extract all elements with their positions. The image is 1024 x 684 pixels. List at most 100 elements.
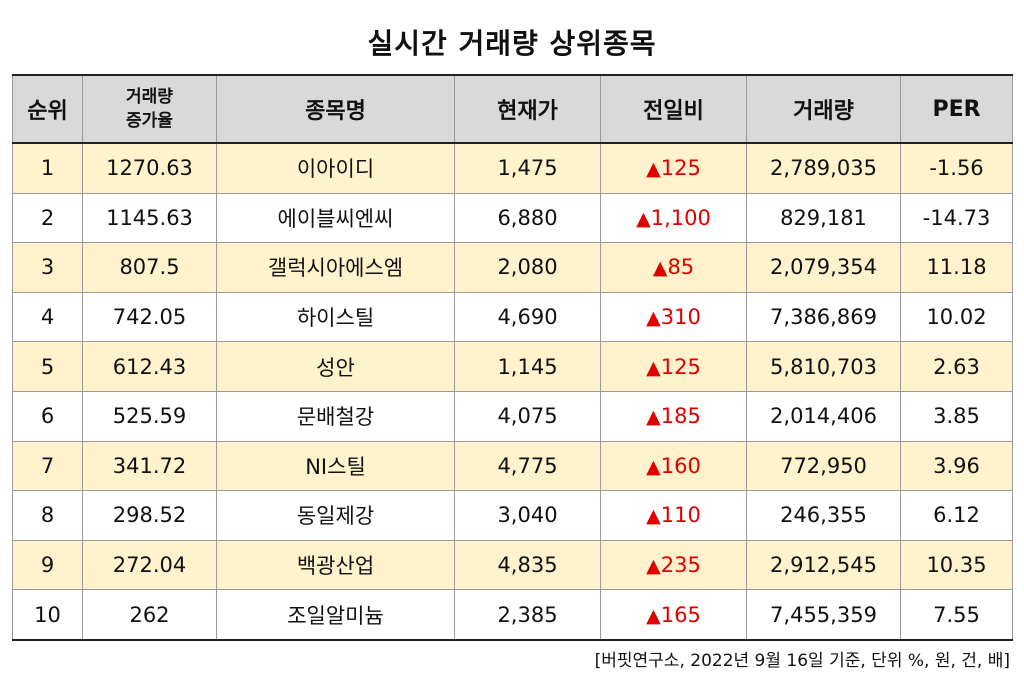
column-header-price: 현재가 bbox=[454, 74, 601, 144]
volume-increase-cell: 807.5 bbox=[82, 242, 217, 293]
up-triangle-icon: ▲ bbox=[646, 158, 661, 181]
stock-name-cell: 하이스틸 bbox=[216, 292, 455, 343]
change-value: 165 bbox=[660, 602, 701, 627]
per-cell: 11.18 bbox=[900, 242, 1013, 293]
ranking-table: 순위 거래량 증가율 종목명 현재가 전일비 거래량 PER 1 1270.63 이… bbox=[12, 74, 1013, 641]
change-cell: ▲235 bbox=[600, 540, 747, 591]
table-row: 3 807.5 갤럭시아에스엠 2,080 ▲85 2,079,354 11.18 bbox=[12, 242, 1013, 293]
volume-cell: 2,789,035 bbox=[746, 143, 901, 194]
table-row: 7 341.72 NI스틸 4,775 ▲160 772,950 3.96 bbox=[12, 441, 1013, 492]
change-value: 160 bbox=[660, 453, 701, 478]
column-header-volume-increase-line2: 증가율 bbox=[126, 111, 173, 131]
per-cell: 3.96 bbox=[900, 441, 1013, 492]
volume-increase-cell: 612.43 bbox=[82, 341, 217, 392]
volume-cell: 2,912,545 bbox=[746, 540, 901, 591]
table-row: 8 298.52 동일제강 3,040 ▲110 246,355 6.12 bbox=[12, 490, 1013, 541]
price-cell: 4,835 bbox=[454, 540, 601, 591]
header-row: 순위 거래량 증가율 종목명 현재가 전일비 거래량 PER bbox=[12, 74, 1013, 144]
volume-cell: 5,810,703 bbox=[746, 341, 901, 392]
column-header-name: 종목명 bbox=[216, 74, 455, 144]
change-value: 125 bbox=[660, 156, 701, 181]
table-row: 4 742.05 하이스틸 4,690 ▲310 7,386,869 10.02 bbox=[12, 292, 1013, 343]
stock-name-cell: 이아이디 bbox=[216, 143, 455, 194]
rank-cell: 9 bbox=[12, 540, 83, 591]
rank-cell: 10 bbox=[12, 589, 83, 641]
volume-increase-cell: 298.52 bbox=[82, 490, 217, 541]
change-value: 110 bbox=[660, 503, 701, 528]
column-header-per: PER bbox=[900, 74, 1013, 144]
stock-name-cell: 에이블씨엔씨 bbox=[216, 193, 455, 244]
up-triangle-icon: ▲ bbox=[646, 356, 661, 379]
price-cell: 4,075 bbox=[454, 391, 601, 442]
change-cell: ▲310 bbox=[600, 292, 747, 343]
change-value: 1,100 bbox=[650, 205, 711, 230]
column-header-change: 전일비 bbox=[600, 74, 747, 144]
change-cell: ▲1,100 bbox=[600, 193, 747, 244]
up-triangle-icon: ▲ bbox=[646, 505, 661, 528]
change-cell: ▲125 bbox=[600, 341, 747, 392]
volume-cell: 7,455,359 bbox=[746, 589, 901, 641]
volume-increase-cell: 341.72 bbox=[82, 441, 217, 492]
column-header-rank: 순위 bbox=[12, 74, 83, 144]
rank-cell: 2 bbox=[12, 193, 83, 244]
table-row: 5 612.43 성안 1,145 ▲125 5,810,703 2.63 bbox=[12, 341, 1013, 392]
volume-increase-cell: 262 bbox=[82, 589, 217, 641]
volume-cell: 2,079,354 bbox=[746, 242, 901, 293]
stock-name-cell: 갤럭시아에스엠 bbox=[216, 242, 455, 293]
stock-name-cell: 동일제강 bbox=[216, 490, 455, 541]
up-triangle-icon: ▲ bbox=[646, 604, 661, 627]
price-cell: 2,080 bbox=[454, 242, 601, 293]
stock-name-cell: NI스틸 bbox=[216, 441, 455, 492]
column-header-volume: 거래량 bbox=[746, 74, 901, 144]
up-triangle-icon: ▲ bbox=[646, 406, 661, 429]
price-cell: 3,040 bbox=[454, 490, 601, 541]
volume-increase-cell: 742.05 bbox=[82, 292, 217, 343]
rank-cell: 6 bbox=[12, 391, 83, 442]
stock-name-cell: 백광산업 bbox=[216, 540, 455, 591]
rank-cell: 8 bbox=[12, 490, 83, 541]
change-value: 235 bbox=[660, 553, 701, 578]
change-value: 185 bbox=[660, 404, 701, 429]
table-row: 6 525.59 문배철강 4,075 ▲185 2,014,406 3.85 bbox=[12, 391, 1013, 442]
volume-increase-cell: 1270.63 bbox=[82, 143, 217, 194]
stock-name-cell: 문배철강 bbox=[216, 391, 455, 442]
stock-name-cell: 성안 bbox=[216, 341, 455, 392]
up-triangle-icon: ▲ bbox=[646, 307, 661, 330]
rank-cell: 7 bbox=[12, 441, 83, 492]
up-triangle-icon: ▲ bbox=[646, 555, 661, 578]
volume-cell: 772,950 bbox=[746, 441, 901, 492]
per-cell: -1.56 bbox=[900, 143, 1013, 194]
rank-cell: 3 bbox=[12, 242, 83, 293]
price-cell: 4,690 bbox=[454, 292, 601, 343]
change-cell: ▲85 bbox=[600, 242, 747, 293]
rank-cell: 1 bbox=[12, 143, 83, 194]
up-triangle-icon: ▲ bbox=[646, 455, 661, 478]
volume-cell: 2,014,406 bbox=[746, 391, 901, 442]
page-title: 실시간 거래량 상위종목 bbox=[367, 27, 657, 60]
rank-cell: 4 bbox=[12, 292, 83, 343]
rank-cell: 5 bbox=[12, 341, 83, 392]
per-cell: 10.02 bbox=[900, 292, 1013, 343]
per-cell: 6.12 bbox=[900, 490, 1013, 541]
table-row: 1 1270.63 이아이디 1,475 ▲125 2,789,035 -1.56 bbox=[12, 143, 1013, 194]
up-triangle-icon: ▲ bbox=[636, 207, 651, 230]
volume-cell: 829,181 bbox=[746, 193, 901, 244]
table-row: 10 262 조일알미늄 2,385 ▲165 7,455,359 7.55 bbox=[12, 589, 1013, 641]
column-header-volume-increase: 거래량 증가율 bbox=[82, 74, 217, 144]
per-cell: -14.73 bbox=[900, 193, 1013, 244]
change-value: 85 bbox=[667, 255, 695, 280]
per-cell: 3.85 bbox=[900, 391, 1013, 442]
table-body: 1 1270.63 이아이디 1,475 ▲125 2,789,035 -1.56 2 1145… bbox=[12, 143, 1013, 641]
column-header-volume-increase-line1: 거래량 bbox=[126, 87, 173, 107]
volume-increase-cell: 272.04 bbox=[82, 540, 217, 591]
per-cell: 7.55 bbox=[900, 589, 1013, 641]
price-cell: 1,475 bbox=[454, 143, 601, 194]
price-cell: 6,880 bbox=[454, 193, 601, 244]
volume-increase-cell: 1145.63 bbox=[82, 193, 217, 244]
up-triangle-icon: ▲ bbox=[652, 257, 668, 280]
change-cell: ▲165 bbox=[600, 589, 747, 641]
per-cell: 10.35 bbox=[900, 540, 1013, 591]
volume-cell: 246,355 bbox=[746, 490, 901, 541]
volume-cell: 7,386,869 bbox=[746, 292, 901, 343]
price-cell: 2,385 bbox=[454, 589, 601, 641]
